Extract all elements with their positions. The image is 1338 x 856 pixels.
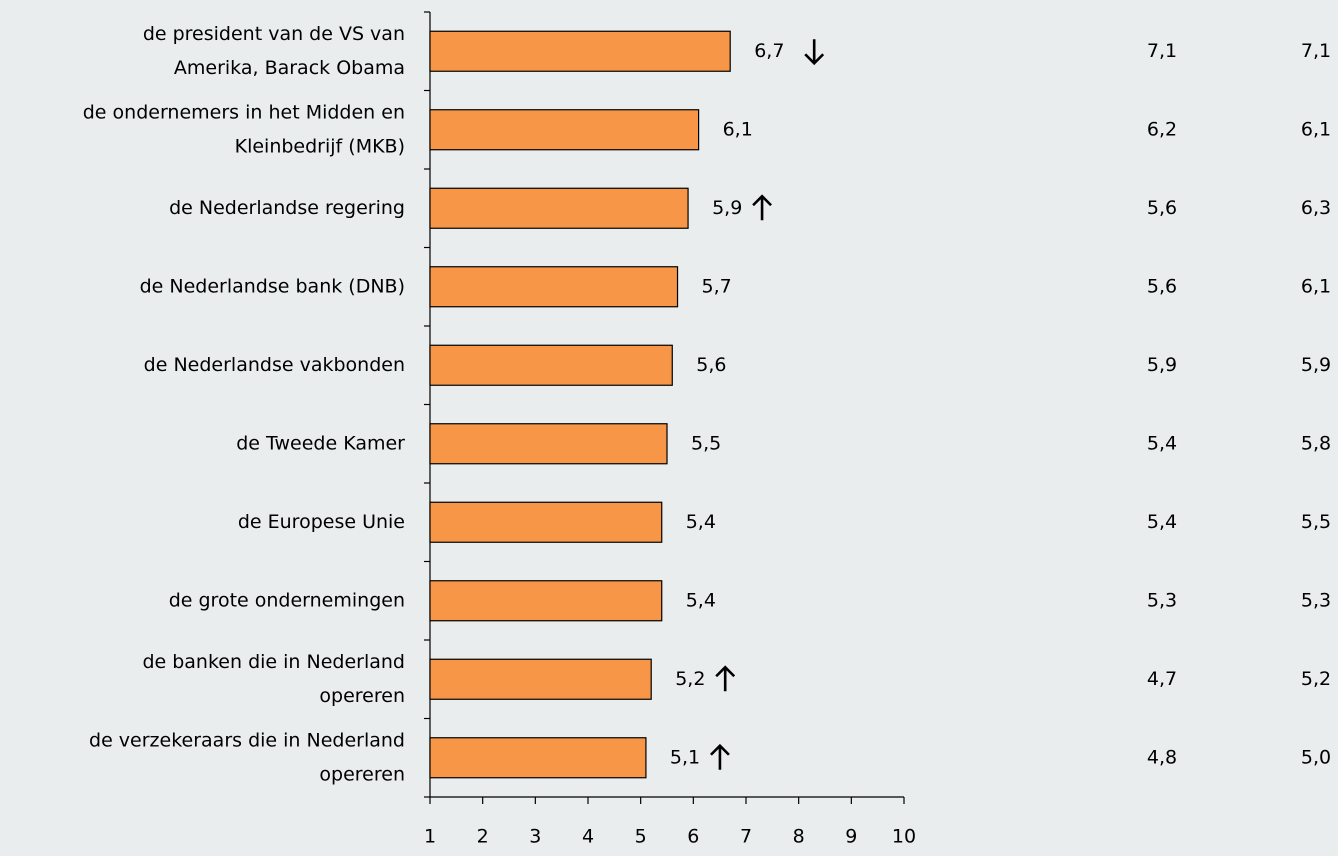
category-label: Amerika, Barack Obama [174, 57, 405, 79]
bar [429, 187, 689, 229]
side-column-value: 5,9 [1301, 354, 1331, 376]
side-column-value: 4,8 [1147, 746, 1177, 768]
side-column-value: 5,3 [1301, 589, 1331, 611]
bar [429, 344, 673, 386]
x-tick-label: 1 [424, 826, 436, 848]
value-label: 5,4 [686, 511, 716, 533]
x-tick-label: 4 [582, 826, 594, 848]
side-column-value: 5,8 [1301, 432, 1331, 454]
category-label: de banken die in Nederland [142, 651, 405, 673]
side-column-value: 7,1 [1301, 40, 1331, 62]
side-column-value: 6,1 [1301, 118, 1331, 140]
bar [429, 737, 647, 779]
bar [429, 423, 668, 465]
x-tick-label: 5 [635, 826, 647, 848]
category-label: de Europese Unie [238, 511, 405, 533]
side-column-value: 6,1 [1301, 275, 1331, 297]
value-label: 5,4 [686, 589, 716, 611]
category-label: de Nederlandse bank (DNB) [140, 275, 405, 297]
category-label: opereren [319, 763, 405, 785]
x-tick-label: 9 [845, 826, 857, 848]
side-column-value: 5,6 [1147, 275, 1177, 297]
category-label: de Tweede Kamer [236, 432, 405, 454]
side-column-value: 5,5 [1301, 511, 1331, 533]
x-tick-label: 8 [793, 826, 805, 848]
side-column-value: 5,4 [1147, 432, 1177, 454]
value-label: 5,6 [696, 354, 726, 376]
value-label: 5,7 [702, 275, 732, 297]
side-column-value: 5,0 [1301, 746, 1331, 768]
category-label: de grote ondernemingen [169, 589, 405, 611]
trend-arrow [715, 665, 736, 692]
value-label: 6,1 [723, 118, 753, 140]
category-label: Kleinbedrijf (MKB) [235, 135, 405, 157]
value-label: 6,7 [754, 40, 784, 62]
side-column-value: 6,2 [1147, 118, 1177, 140]
x-tick-label: 7 [740, 826, 752, 848]
category-label: de president van de VS van [143, 23, 405, 45]
bar [429, 30, 731, 72]
value-label: 5,5 [691, 432, 721, 454]
category-label: de Nederlandse regering [169, 197, 405, 219]
category-label: de Nederlandse vakbonden [144, 354, 405, 376]
side-column-value: 5,4 [1147, 511, 1177, 533]
side-column-value: 5,3 [1147, 589, 1177, 611]
side-column-value: 4,7 [1147, 668, 1177, 690]
bar [429, 266, 679, 308]
side-column-value: 7,1 [1147, 40, 1177, 62]
bar [429, 109, 700, 151]
value-label: 5,1 [670, 746, 700, 768]
side-column-value: 6,3 [1301, 197, 1331, 219]
bar [429, 501, 663, 543]
side-column-value: 5,6 [1147, 197, 1177, 219]
category-label: de ondernemers in het Midden en [83, 101, 405, 123]
side-column-value: 5,9 [1147, 354, 1177, 376]
trend-arrow [804, 39, 825, 66]
bar [429, 580, 663, 622]
x-tick-label: 10 [892, 826, 916, 848]
side-column-value: 5,2 [1301, 668, 1331, 690]
value-label: 5,2 [675, 668, 705, 690]
bar [429, 658, 652, 700]
x-tick-label: 2 [477, 826, 489, 848]
category-label: de verzekeraars die in Nederland [89, 729, 405, 751]
x-tick-label: 6 [687, 826, 699, 848]
x-tick-label: 3 [529, 826, 541, 848]
value-label: 5,9 [712, 197, 742, 219]
trend-arrow [752, 194, 772, 221]
trend-arrow [710, 743, 730, 770]
category-label: opereren [319, 685, 405, 707]
